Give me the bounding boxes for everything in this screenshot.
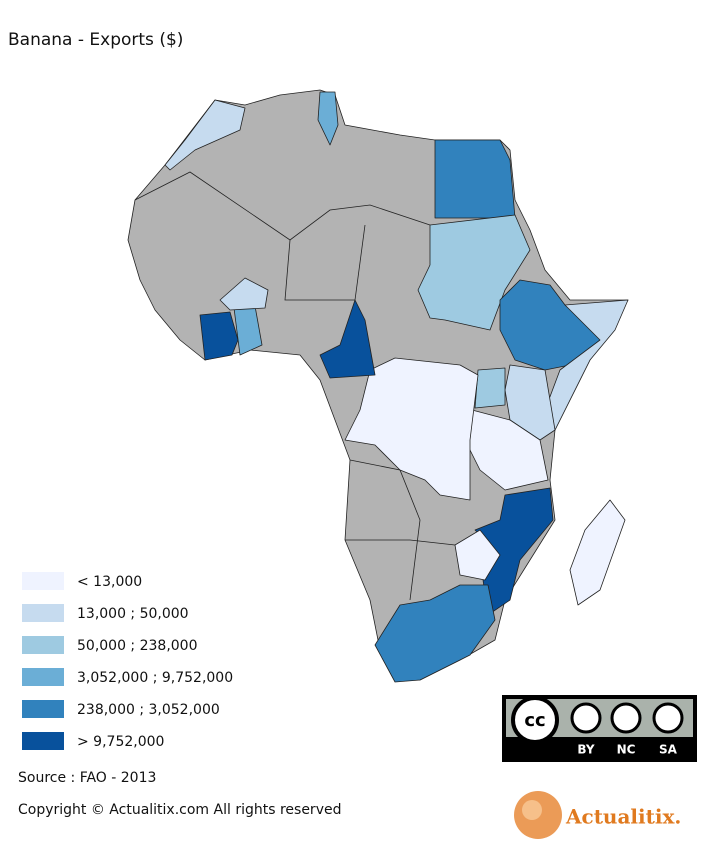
title: Banana - Exports ($) bbox=[8, 30, 183, 50]
country bbox=[164, 99, 246, 171]
legend-swatch bbox=[22, 572, 64, 590]
source: Source : FAO - 2013 bbox=[18, 770, 156, 786]
logo-highlight bbox=[522, 800, 542, 820]
cc-icon bbox=[511, 696, 559, 744]
copyright: Copyright © Actualitix.com All rights re… bbox=[18, 802, 341, 818]
legend-label: 238,000 ; 3,052,000 bbox=[77, 702, 220, 718]
legend-swatch bbox=[22, 668, 64, 686]
logo-text: Actualitix. bbox=[565, 805, 681, 829]
map bbox=[127, 89, 629, 683]
country bbox=[344, 357, 479, 501]
country bbox=[319, 299, 376, 379]
country bbox=[474, 367, 506, 409]
country bbox=[569, 499, 626, 606]
country bbox=[219, 277, 269, 311]
sa-label: SA bbox=[659, 743, 678, 757]
by-icon bbox=[570, 702, 602, 734]
legend-swatch bbox=[22, 700, 64, 718]
country bbox=[434, 139, 516, 219]
border bbox=[134, 171, 431, 241]
country bbox=[454, 529, 501, 581]
country bbox=[199, 311, 239, 361]
logo: Actualitix. bbox=[514, 791, 681, 839]
border bbox=[345, 539, 456, 546]
legend: < 13,000 13,000 ; 50,000 50,000 ; 238,000 3… bbox=[22, 572, 233, 750]
license-badge: cc BY NC SA bbox=[502, 695, 697, 762]
legend-label: 50,000 ; 238,000 bbox=[77, 638, 198, 654]
legend-swatch bbox=[22, 732, 64, 750]
legend-label: 3,052,000 ; 9,752,000 bbox=[77, 670, 233, 686]
sa-icon bbox=[652, 702, 684, 734]
legend-label: < 13,000 bbox=[77, 574, 142, 590]
border bbox=[284, 224, 366, 301]
by-label: BY bbox=[577, 743, 594, 757]
legend-label: > 9,752,000 bbox=[77, 734, 164, 750]
country bbox=[417, 214, 531, 331]
legend-label: 13,000 ; 50,000 bbox=[77, 606, 189, 622]
legend-swatch bbox=[22, 636, 64, 654]
border bbox=[349, 459, 421, 601]
country bbox=[317, 91, 339, 146]
legend-swatch bbox=[22, 604, 64, 622]
nc-icon bbox=[610, 702, 642, 734]
cc-glyph: cc bbox=[524, 710, 545, 731]
nc-label: NC bbox=[617, 743, 636, 757]
country bbox=[374, 584, 496, 683]
